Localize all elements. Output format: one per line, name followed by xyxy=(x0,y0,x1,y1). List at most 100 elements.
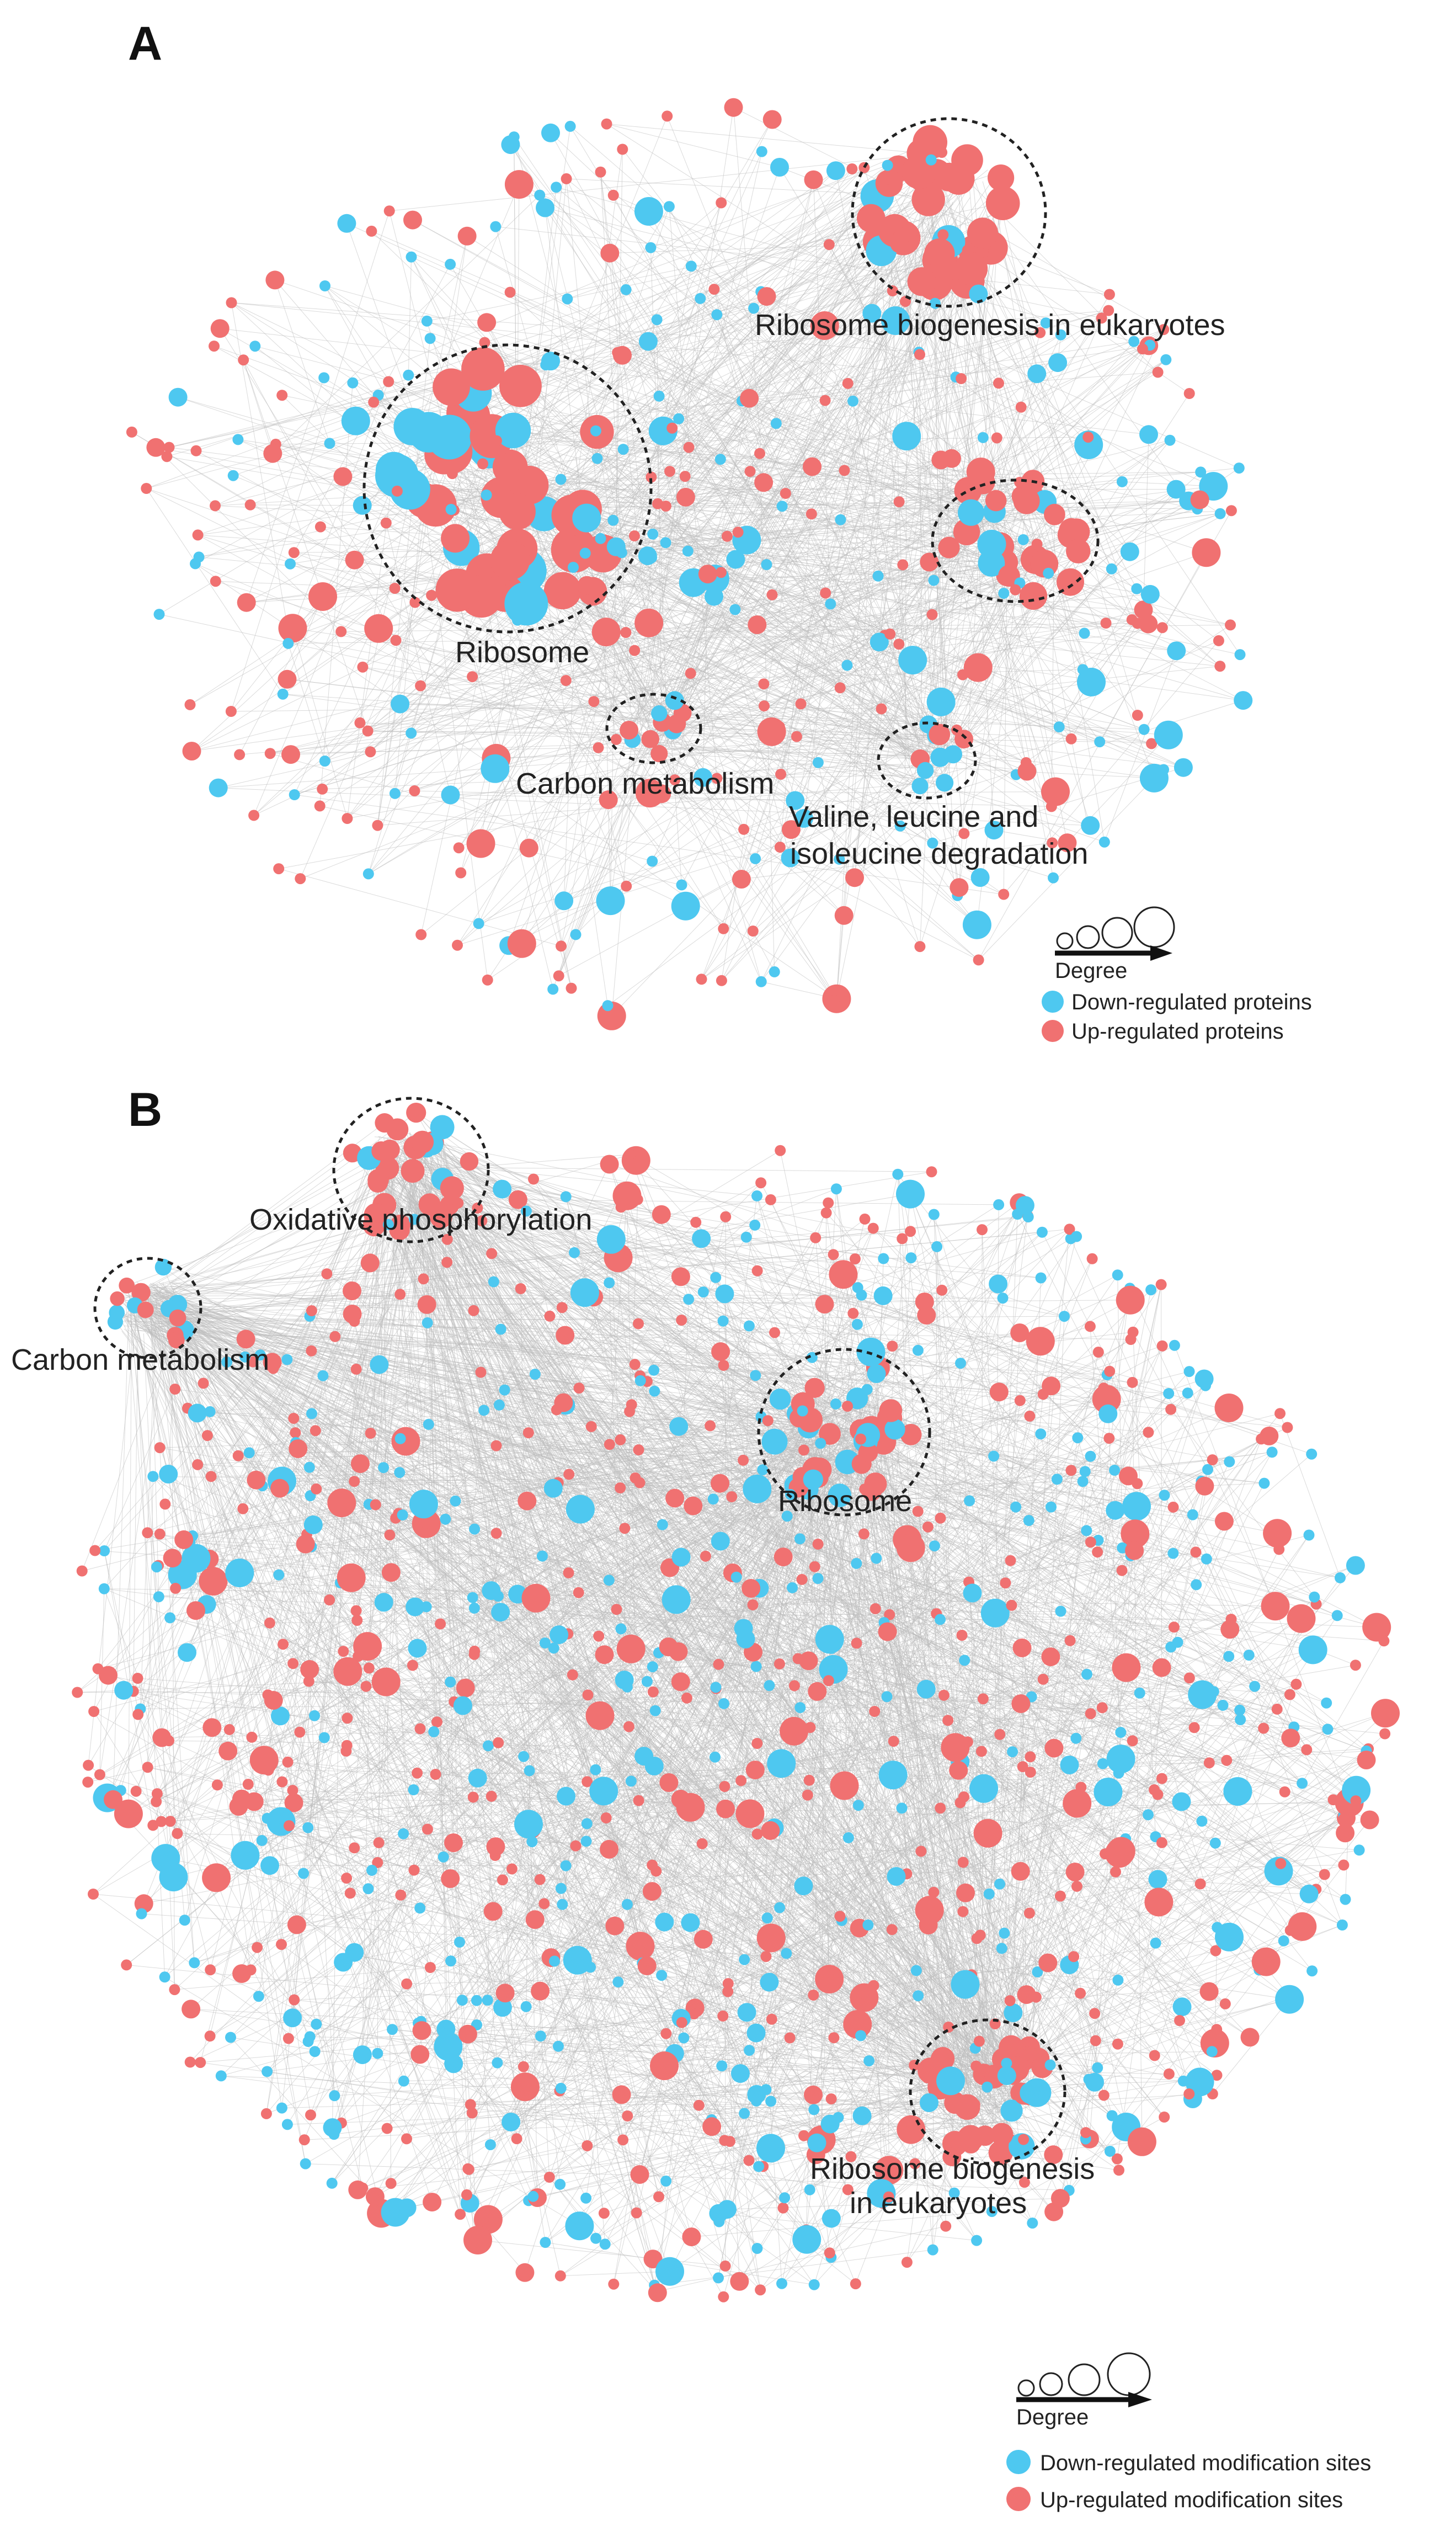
down-regulated-node xyxy=(1116,476,1128,487)
up-regulated-node xyxy=(711,773,723,784)
down-regulated-node xyxy=(998,588,1010,599)
up-regulated-node xyxy=(88,1706,100,1717)
up-regulated-node xyxy=(1155,1279,1167,1290)
up-regulated-node xyxy=(685,668,696,679)
down-regulated-node xyxy=(852,1800,864,1811)
up-regulated-node xyxy=(780,1716,809,1746)
network-edge xyxy=(594,701,796,801)
up-regulated-node xyxy=(631,2207,642,2219)
down-regulated-node xyxy=(730,2064,750,2083)
network-edge xyxy=(766,296,1214,487)
down-regulated-node xyxy=(243,1447,255,1459)
down-regulated-node xyxy=(406,251,417,263)
up-regulated-node xyxy=(1089,2008,1101,2019)
up-regulated-node xyxy=(463,2226,492,2254)
network-edge xyxy=(218,736,935,789)
network-edge xyxy=(967,250,1240,655)
up-regulated-node xyxy=(869,1706,881,1717)
network-edge xyxy=(991,2079,1089,2212)
up-regulated-node xyxy=(634,608,664,637)
down-regulated-node xyxy=(1235,1714,1246,1725)
up-regulated-node xyxy=(351,1615,363,1626)
up-regulated-node xyxy=(306,1305,317,1316)
up-regulated-node xyxy=(182,1999,201,2019)
down-regulated-node xyxy=(815,1438,826,1449)
up-regulated-node xyxy=(1066,539,1091,563)
up-regulated-node xyxy=(669,774,681,786)
network-edge xyxy=(403,1204,717,1689)
up-regulated-node xyxy=(792,1653,804,1664)
network-edge xyxy=(381,1151,844,1275)
down-regulated-node xyxy=(1109,1465,1121,1476)
network-edge xyxy=(368,440,497,874)
network-edge xyxy=(983,1788,1118,1981)
up-regulated-node xyxy=(202,1718,222,1737)
down-regulated-node xyxy=(481,490,492,501)
down-regulated-node xyxy=(423,1418,434,1430)
down-regulated-node xyxy=(841,660,853,671)
up-regulated-node xyxy=(676,487,695,507)
network-edge xyxy=(650,247,668,745)
down-regulated-node xyxy=(445,1676,456,1688)
network-edge xyxy=(482,325,825,464)
down-regulated-node xyxy=(1074,430,1103,459)
network-edge xyxy=(147,1303,836,1405)
up-regulated-node xyxy=(460,1152,479,1171)
up-regulated-node xyxy=(828,2032,840,2044)
up-regulated-node xyxy=(321,1268,333,1280)
network-edge xyxy=(558,769,939,976)
network-edge xyxy=(412,220,992,545)
up-regulated-node xyxy=(490,1440,502,1451)
down-regulated-node xyxy=(980,1598,1010,1628)
network-edge xyxy=(669,722,682,885)
down-regulated-node xyxy=(193,551,205,563)
panel-a-legend: Degree Down-regulated proteins Up-regula… xyxy=(1042,906,1312,1044)
up-regulated-node xyxy=(907,267,936,296)
network-edge xyxy=(457,589,724,929)
up-regulated-node xyxy=(192,529,204,541)
up-regulated-node xyxy=(595,1645,614,1664)
up-regulated-node xyxy=(169,1384,181,1395)
down-regulated-node xyxy=(1081,1525,1092,1536)
down-regulated-node xyxy=(1208,1686,1219,1698)
up-regulated-node xyxy=(1096,312,1107,324)
up-regulated-node xyxy=(384,1529,396,1541)
network-edge xyxy=(650,165,888,248)
network-edge xyxy=(421,1204,637,2213)
down-regulated-node xyxy=(928,575,940,586)
up-regulated-node xyxy=(1158,324,1170,336)
up-regulated-node xyxy=(671,1672,690,1692)
network-edge xyxy=(253,184,520,816)
up-regulated-node xyxy=(515,1283,526,1294)
up-regulated-node xyxy=(956,1883,975,1902)
network-edge xyxy=(685,476,801,704)
down-regulated-node xyxy=(657,1519,668,1530)
up-regulated-node xyxy=(633,1318,644,1330)
up-regulated-node xyxy=(879,1399,903,1422)
up-regulated-node xyxy=(161,451,173,462)
network-edge xyxy=(314,1715,1010,2001)
network-edge xyxy=(287,679,663,723)
network-edge xyxy=(703,762,818,778)
network-edge xyxy=(495,151,762,759)
down-regulated-node xyxy=(289,789,300,800)
network-edge xyxy=(427,1322,1052,1508)
network-edge xyxy=(967,250,1112,570)
network-edge xyxy=(322,764,904,790)
network-edge xyxy=(347,682,1092,819)
down-regulated-node xyxy=(445,1955,456,1967)
network-edge xyxy=(99,1774,980,2042)
down-regulated-node xyxy=(391,694,410,714)
down-regulated-node xyxy=(398,1828,409,1839)
up-regulated-node xyxy=(342,813,353,824)
down-regulated-node xyxy=(579,547,591,559)
up-regulated-node xyxy=(610,733,622,745)
down-regulated-node xyxy=(797,1405,808,1417)
network-edge xyxy=(450,794,686,907)
down-regulated-node xyxy=(1051,1474,1063,1485)
down-regulated-node xyxy=(347,377,359,389)
down-regulated-node xyxy=(647,1661,658,1673)
down-regulated-node xyxy=(881,306,910,335)
up-regulated-node xyxy=(252,1942,263,1953)
down-regulated-node xyxy=(1234,691,1253,710)
